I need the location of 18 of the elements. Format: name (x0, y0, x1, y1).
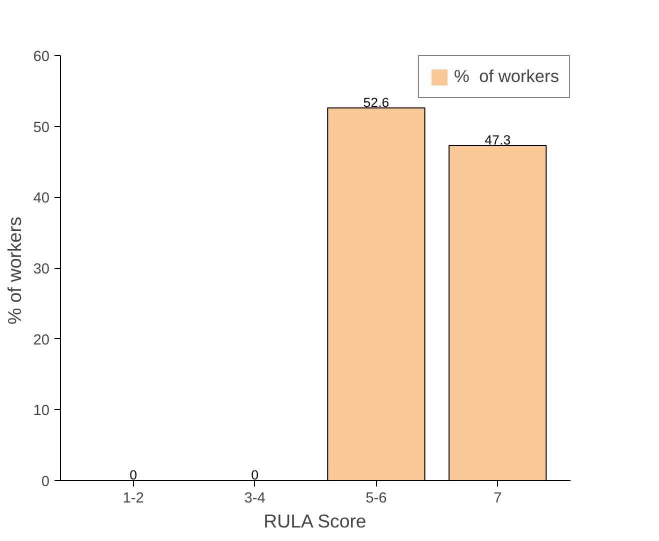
data-label: 0 (130, 468, 138, 482)
data-label: 52.6 (363, 94, 390, 110)
y-tick-label: 60 (33, 49, 50, 65)
data-label: 0 (251, 468, 258, 482)
y-tick-label: 0 (41, 474, 50, 490)
x-tick-label: 3-4 (244, 490, 266, 506)
x-tick-label: 1-2 (122, 490, 144, 506)
x-axis-title: RULA Score (264, 510, 366, 532)
y-tick-label: 50 (33, 120, 50, 136)
y-tick-label: 10 (33, 403, 50, 420)
y-tick-label: 30 (33, 262, 50, 278)
legend-label: % of workers (454, 66, 559, 87)
y-tick-label: 20 (33, 332, 50, 348)
y-axis-title: % of workers (4, 216, 26, 324)
data-label: 47.3 (484, 132, 511, 148)
x-tick-label: 5-6 (366, 490, 387, 506)
y-tick-label: 40 (33, 190, 50, 207)
x-tick-label: 7 (494, 490, 502, 506)
